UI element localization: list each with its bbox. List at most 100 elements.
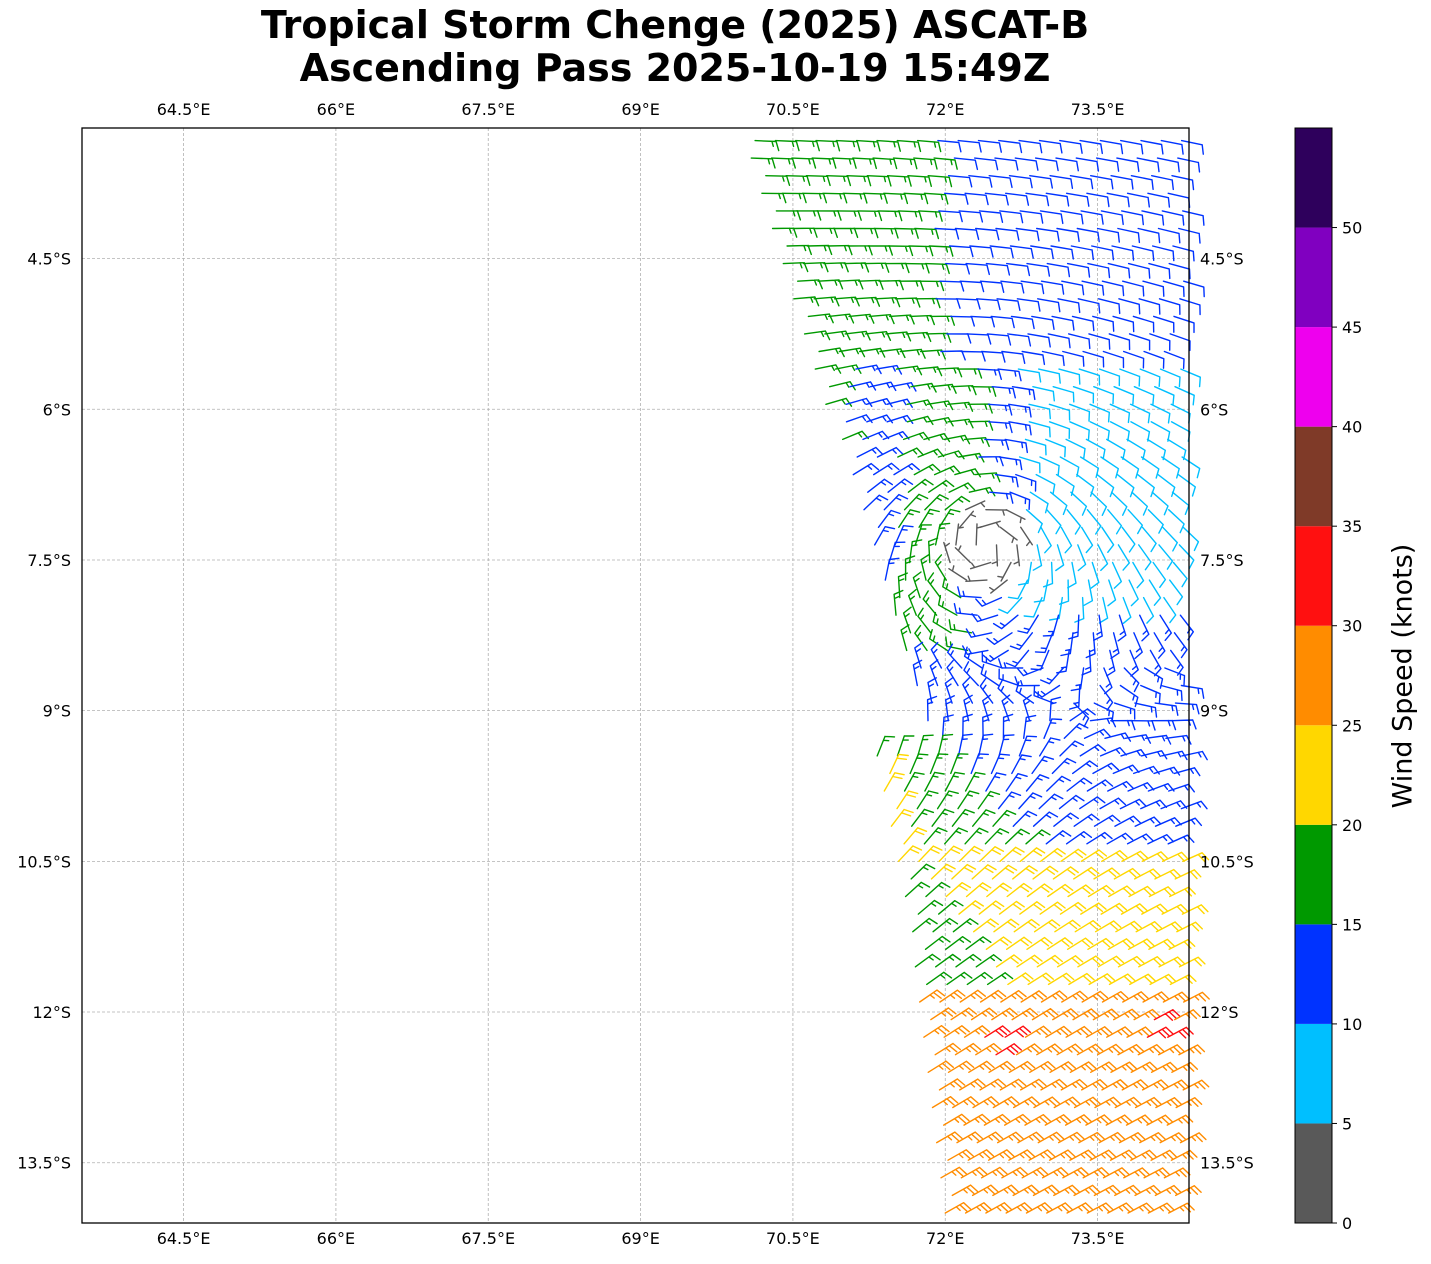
wind-barb — [1069, 1061, 1097, 1073]
wind-barb — [1142, 280, 1165, 297]
wind-barb — [1158, 544, 1174, 570]
wind-barb — [1086, 779, 1114, 792]
wind-barb — [1059, 139, 1083, 154]
wind-barb — [937, 594, 958, 616]
wind-barb — [1007, 972, 1034, 986]
wind-barb — [962, 677, 974, 704]
wind-barb — [1177, 157, 1201, 173]
wind-barb — [989, 491, 1014, 504]
wind-barb — [938, 900, 964, 915]
wind-barb — [965, 882, 992, 898]
wind-barb — [1024, 1114, 1051, 1126]
lon-tick-label: 66°E — [317, 100, 355, 119]
wind-barb — [1182, 852, 1210, 863]
wind-barb — [1121, 210, 1144, 226]
wind-barb — [1062, 1167, 1089, 1179]
wind-barb — [1059, 456, 1080, 478]
wind-barb — [774, 139, 800, 152]
wind-barb — [994, 157, 1019, 171]
wind-barb — [1013, 918, 1040, 933]
wind-barb — [946, 659, 959, 687]
wind-barb — [1157, 227, 1181, 244]
lon-tick-label: 73.5°E — [1071, 100, 1125, 119]
wind-barb — [1096, 227, 1120, 243]
wind-barb — [1072, 1008, 1100, 1021]
wind-barb — [971, 1184, 999, 1197]
wind-barb — [1079, 456, 1100, 479]
wind-barb — [1054, 919, 1081, 933]
wind-barb — [859, 347, 886, 358]
wind-barb — [977, 368, 1002, 380]
wind-barb — [932, 917, 959, 933]
wind-barb — [918, 845, 943, 862]
wind-barb — [1018, 139, 1043, 154]
wind-barb — [1148, 262, 1171, 280]
lat-tick-label: 4.5°S — [27, 250, 71, 269]
wind-barb — [1158, 956, 1186, 968]
wind-barb — [988, 421, 1013, 434]
wind-barb — [1150, 1061, 1178, 1073]
wind-barb — [934, 1042, 961, 1056]
wind-barb — [1175, 817, 1203, 827]
wind-barb — [947, 175, 973, 188]
wind-barb — [999, 210, 1024, 224]
wind-barb — [944, 1202, 972, 1214]
wind-barb — [948, 482, 976, 493]
wind-barb — [970, 753, 989, 775]
wind-barb — [953, 603, 978, 616]
lon-tick-label: 72°E — [926, 1229, 964, 1248]
wind-barb — [1142, 991, 1170, 1003]
wind-barb — [1080, 849, 1108, 862]
lat-tick-label: 4.5°S — [1200, 250, 1244, 269]
lat-tick-label: 13.5°S — [1200, 1154, 1254, 1173]
wind-barb — [1048, 1149, 1076, 1161]
wind-barb — [955, 953, 982, 968]
wind-barb — [1024, 438, 1047, 456]
wind-barb — [1066, 262, 1091, 278]
wind-barb — [1123, 667, 1140, 693]
wind-barb — [838, 347, 866, 358]
wind-barb — [1038, 793, 1064, 810]
wind-barb — [1005, 1202, 1033, 1214]
wind-barb — [1056, 649, 1070, 674]
wind-barb — [1169, 886, 1196, 898]
wind-barb — [948, 245, 974, 258]
wind-barb — [926, 971, 953, 986]
wind-barb — [1112, 315, 1135, 333]
wind-barb — [872, 157, 898, 170]
wind-barb — [890, 808, 914, 827]
wind-barb — [873, 227, 899, 239]
wind-barb — [1006, 882, 1033, 898]
lon-tick-label: 69°E — [621, 100, 659, 119]
wind-barb — [1109, 1149, 1137, 1161]
wind-barb — [1153, 632, 1166, 659]
wind-barb — [892, 157, 918, 170]
wind-barb — [960, 350, 986, 362]
wind-barb — [1171, 1061, 1199, 1073]
wind-barb — [1133, 386, 1155, 406]
wind-barb — [944, 827, 968, 845]
wind-barb — [1121, 526, 1136, 553]
wind-barb — [1027, 333, 1051, 348]
wind-barb — [999, 846, 1025, 862]
wind-barb — [1139, 614, 1150, 642]
wind-barb — [1015, 227, 1040, 242]
wind-barb — [1113, 702, 1136, 720]
wind-barb — [909, 753, 929, 775]
wind-barb — [920, 553, 930, 581]
wind-barb — [972, 809, 996, 827]
wind-barb — [1155, 1097, 1182, 1109]
wind-barb — [883, 772, 905, 792]
wind-barb — [926, 695, 938, 722]
wind-barb — [1067, 884, 1094, 898]
wind-barb — [1070, 245, 1094, 261]
wind-barb — [1078, 368, 1101, 386]
wind-barb — [1024, 1025, 1052, 1038]
wind-barb — [896, 139, 922, 153]
wind-barb — [942, 576, 962, 599]
wind-barb — [956, 1131, 983, 1144]
wind-barb — [827, 244, 853, 256]
wind-barb — [1102, 350, 1125, 369]
lon-tick-label: 69°E — [621, 1229, 659, 1248]
wind-barb — [1129, 973, 1156, 986]
